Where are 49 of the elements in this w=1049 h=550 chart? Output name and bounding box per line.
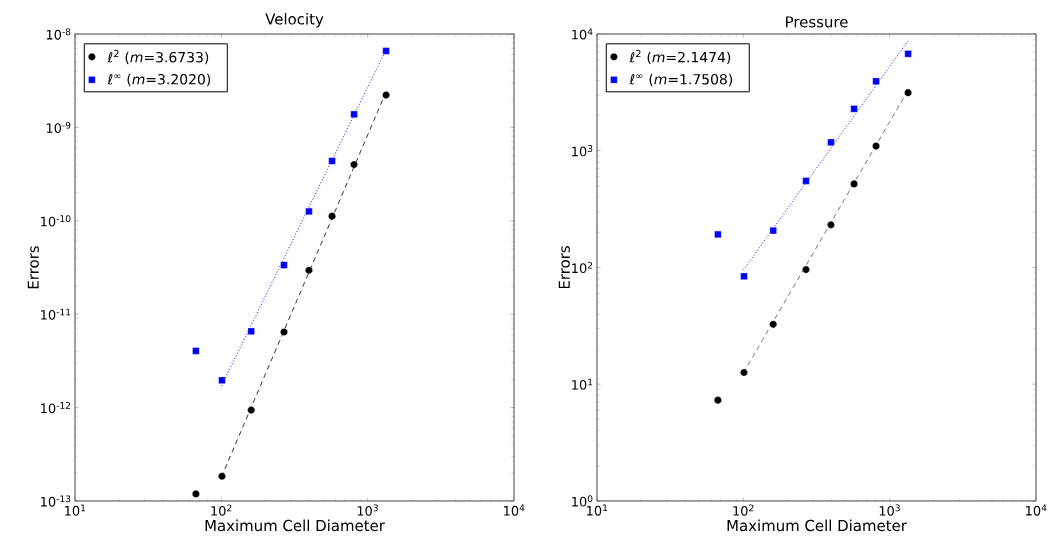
legend-label: ℓ$^{∞}$ (m=1.7508) [629,73,733,87]
point [218,376,226,384]
point [192,490,200,498]
point [328,157,336,165]
x-tick-label: 10$^{3}$ [357,504,378,516]
point [769,320,777,329]
point [904,50,912,58]
point [328,212,336,220]
point [247,327,255,335]
y-tick-label: 10$^{-9}$ [46,121,71,134]
y-axis-title: Errors [27,246,39,289]
y-tick-label: 10$^{-10}$ [41,215,71,227]
point [714,230,722,238]
x-tick-label: 10$^{3}$ [879,504,900,516]
point [382,47,390,55]
y-tick-label: 10$^{-8}$ [46,28,71,40]
x-tick-label: 10$^{2}$ [211,504,232,516]
point [192,347,200,355]
x-axis-title: Maximum Cell Diameter [727,519,907,532]
point [740,368,748,377]
point [247,406,255,414]
chart-title: Pressure [786,16,848,28]
x-tick-label: 10$^{1}$ [65,504,86,516]
y-axis-title: Errors [558,246,570,289]
y-tick-label: 10$^{2}$ [572,261,593,274]
point [714,396,722,404]
chart-title: Velocity [265,13,324,28]
y-tick-label: 10$^{1}$ [572,378,593,390]
x-tick-label: 10$^{4}$ [1026,504,1047,516]
x-tick-label: 10$^{2}$ [733,504,754,516]
point [218,472,226,481]
point [740,272,748,280]
x-axis-title: Maximum Cell Diameter [205,519,385,532]
x-tick-label: 10$^{4}$ [504,504,525,516]
point [769,227,777,235]
y-tick-label: 10$^{-13}$ [41,495,71,507]
point [850,180,858,188]
point [850,105,858,113]
y-tick-label: 10$^{0}$ [572,495,593,507]
y-tick-label: 10$^{-12}$ [41,401,71,414]
y-tick-label: 10$^{4}$ [572,28,593,40]
legend-label: ℓ$^{∞}$ (m=3.2020) [107,73,211,87]
x-tick-label: 10$^{1}$ [587,504,608,516]
point [904,88,912,97]
legend-label: ℓ$^{2}$ (m=3.6733) [107,49,209,65]
legend-label: ℓ$^{2}$ (m=2.1474) [629,49,731,65]
point [382,91,390,99]
y-tick-label: 10$^{3}$ [572,145,593,157]
y-tick-label: 10$^{-11}$ [41,308,71,320]
